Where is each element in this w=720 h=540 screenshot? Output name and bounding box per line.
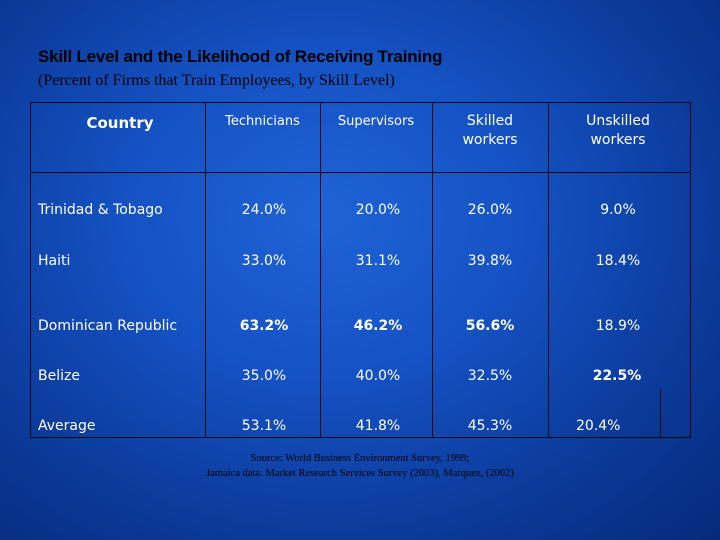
row-unskilled: 18.9% [595, 318, 641, 334]
header-skilled-line2: workers [462, 132, 518, 148]
header-technicians: Technicians [225, 114, 300, 129]
header-skilled-line1: Skilled [466, 113, 514, 129]
header-country: Country [86, 114, 154, 132]
row-technicians: 63.2% [239, 318, 289, 334]
row-technicians: 53.1% [241, 418, 287, 434]
row-technicians: 24.0% [241, 202, 287, 218]
source-line1: Source: World Business Environment Surve… [250, 453, 470, 464]
source-note: Source: World Business Environment Surve… [150, 451, 570, 481]
row-skilled: 32.5% [467, 368, 513, 384]
row-supervisors: 46.2% [353, 318, 403, 334]
row-country: Trinidad & Tobago [38, 202, 163, 218]
row-country: Haiti [38, 253, 71, 269]
header-skilled: Skilled workers [432, 112, 548, 150]
header-unskilled-line1: Unskilled [586, 113, 650, 129]
row-technicians: 35.0% [241, 368, 287, 384]
header-unskilled: Unskilled workers [558, 112, 678, 150]
row-supervisors: 20.0% [355, 202, 401, 218]
row-skilled: 39.8% [467, 253, 513, 269]
header-supervisors: Supervisors [337, 114, 415, 129]
row-skilled: 45.3% [467, 418, 513, 434]
row-supervisors: 40.0% [355, 368, 401, 384]
source-line2: Jamaica data: Market Research Services S… [206, 468, 514, 479]
table-border [30, 102, 691, 438]
row-supervisors: 31.1% [355, 253, 401, 269]
header-unskilled-line2: workers [590, 132, 646, 148]
row-country: Dominican Republic [38, 318, 178, 334]
row-skilled: 26.0% [467, 202, 513, 218]
slide-subtitle: (Percent of Firms that Train Employees, … [38, 72, 395, 89]
row-unskilled: 9.0% [600, 202, 636, 218]
row-unskilled: 22.5% [592, 368, 642, 384]
row-supervisors: 41.8% [355, 418, 401, 434]
row-country: Belize [38, 368, 80, 384]
row-country: Average [38, 418, 96, 434]
row-technicians: 33.0% [241, 253, 287, 269]
row-skilled: 56.6% [465, 318, 515, 334]
row-unskilled: 20.4% [576, 418, 621, 434]
row-unskilled: 18.4% [595, 253, 641, 269]
slide-title: Skill Level and the Likelihood of Receiv… [38, 47, 443, 66]
